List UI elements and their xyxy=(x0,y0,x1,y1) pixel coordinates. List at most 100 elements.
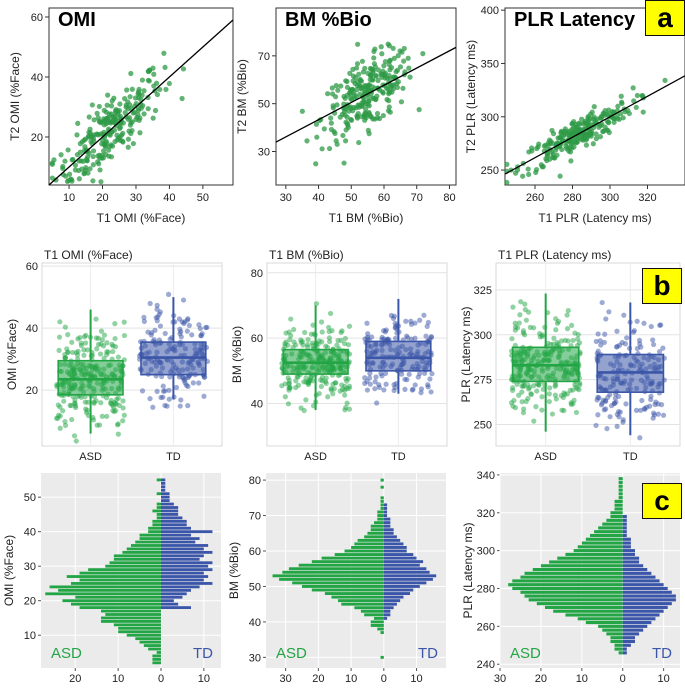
x-tick-label: 50 xyxy=(197,192,209,204)
hist-bar-td xyxy=(622,628,644,632)
jitter-point xyxy=(576,340,583,346)
jitter-point xyxy=(66,391,72,397)
scatter-point xyxy=(367,72,374,78)
y-tick-label: 80 xyxy=(249,475,261,487)
scatter-point xyxy=(374,115,380,121)
scatter-points xyxy=(49,50,187,185)
scatter-point xyxy=(105,92,111,98)
jitter-point xyxy=(655,401,661,407)
scatter-point xyxy=(640,109,646,115)
jitter-point xyxy=(335,337,341,344)
scatter-point xyxy=(75,120,81,126)
jitter-point xyxy=(594,350,600,357)
jitter-point xyxy=(65,332,71,338)
jitter-point xyxy=(621,312,627,318)
jitter-point xyxy=(171,344,178,350)
hist-bar-asd xyxy=(105,564,161,568)
hist-bar-asd xyxy=(101,609,161,613)
hist-bar-asd xyxy=(131,544,161,547)
hist-bar-td xyxy=(383,606,394,610)
jitter-point xyxy=(399,367,405,373)
scatter-point xyxy=(618,93,624,99)
hist-bar-td xyxy=(161,526,191,530)
jitter-point xyxy=(655,357,662,363)
jitter-point xyxy=(616,409,622,415)
jitter-point xyxy=(280,352,287,358)
y-tick-label: 20 xyxy=(26,385,38,397)
scatter-point xyxy=(344,92,350,98)
jitter-point xyxy=(651,361,657,367)
scatter-point xyxy=(625,107,631,114)
jitter-point xyxy=(527,324,533,330)
scatter-point xyxy=(321,126,327,132)
hist-bar-asd xyxy=(377,517,384,521)
jitter-point xyxy=(139,388,146,394)
scatter-point xyxy=(145,77,151,83)
jitter-point xyxy=(295,374,301,380)
hist-bar-asd xyxy=(156,502,161,506)
jitter-point xyxy=(369,334,375,340)
jitter-point xyxy=(601,375,607,382)
jitter-point xyxy=(162,388,168,394)
hist-bar-asd xyxy=(88,568,161,572)
jitter-point xyxy=(68,358,74,364)
jitter-point xyxy=(564,312,570,318)
y-axis-label: PLR (Latency ms) xyxy=(461,522,475,618)
jitter-point xyxy=(656,349,663,355)
hist-bar-asd xyxy=(585,537,623,541)
jitter-point xyxy=(520,410,527,416)
jitter-point xyxy=(409,366,415,372)
jitter-point xyxy=(539,407,545,413)
jitter-point xyxy=(291,339,297,345)
jitter-point xyxy=(428,333,434,340)
hist-bar-asd xyxy=(370,620,384,624)
x-tick-label: TD xyxy=(623,451,638,463)
jitter-point xyxy=(112,335,118,342)
hist-bar-asd xyxy=(610,514,623,519)
hist-bar-td xyxy=(622,556,640,560)
jitter-point xyxy=(287,385,293,391)
jitter-point xyxy=(418,340,424,346)
hist-bar-asd xyxy=(135,540,161,544)
jitter-point xyxy=(346,323,353,329)
jitter-point xyxy=(598,402,605,408)
hist-bar-td xyxy=(161,568,213,572)
hist-bar-asd xyxy=(618,488,623,492)
scatter-point xyxy=(139,92,145,98)
jitter-point xyxy=(186,322,192,329)
scatter-point xyxy=(387,76,393,82)
scatter-point xyxy=(341,160,347,166)
jitter-point xyxy=(367,381,373,387)
hist-bar-asd xyxy=(156,492,161,496)
y-tick-label: 240 xyxy=(477,659,495,671)
jitter-point xyxy=(115,395,121,401)
jitter-point xyxy=(71,433,78,439)
jitter-point xyxy=(182,346,188,352)
hist-bar-asd xyxy=(148,647,161,651)
scatter-point xyxy=(407,74,413,80)
hist-bar-asd xyxy=(512,579,623,583)
scatter-point xyxy=(108,119,114,125)
jitter-point xyxy=(402,376,408,382)
jitter-point xyxy=(185,403,191,409)
x-tick-label: 40 xyxy=(163,192,175,204)
jitter-point xyxy=(655,411,661,417)
hist-bar-td xyxy=(161,492,170,496)
y-tick-label: 40 xyxy=(249,617,261,629)
jitter-point xyxy=(512,327,518,333)
jitter-point xyxy=(153,363,159,369)
jitter-point xyxy=(121,332,128,339)
scatter-point xyxy=(348,88,354,95)
jitter-point xyxy=(98,328,105,334)
scatter-point xyxy=(630,85,636,91)
jitter-point xyxy=(56,347,62,353)
jitter-point xyxy=(75,356,81,362)
jitter-point xyxy=(647,363,653,370)
hist-bar-asd xyxy=(126,633,161,637)
jitter-point xyxy=(399,343,405,349)
jitter-point xyxy=(147,300,153,307)
scatter-point xyxy=(356,139,362,146)
jitter-point xyxy=(518,353,524,359)
jitter-point xyxy=(180,367,186,373)
scatter-point xyxy=(86,114,92,120)
